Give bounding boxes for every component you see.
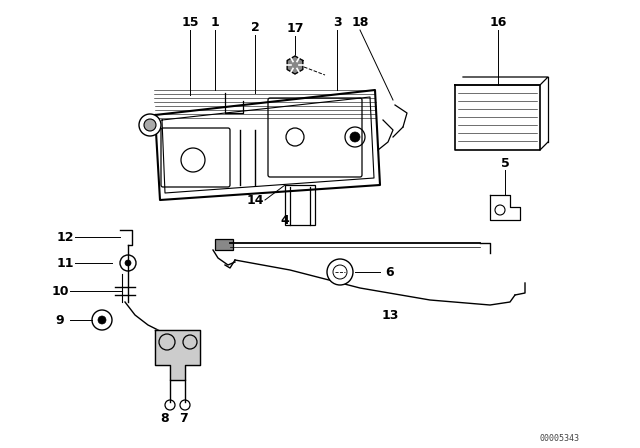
- Text: 9: 9: [56, 314, 64, 327]
- FancyBboxPatch shape: [161, 128, 230, 187]
- Circle shape: [144, 119, 156, 131]
- Text: 6: 6: [386, 266, 394, 279]
- Bar: [285, 185, 315, 225]
- Circle shape: [125, 260, 131, 266]
- Circle shape: [92, 310, 112, 330]
- Text: 15: 15: [181, 16, 199, 29]
- Text: 14: 14: [246, 194, 264, 207]
- Text: 3: 3: [333, 16, 341, 29]
- Bar: [215, 239, 233, 250]
- Text: 13: 13: [381, 309, 399, 322]
- Text: 11: 11: [56, 257, 74, 270]
- Text: 16: 16: [490, 16, 507, 29]
- Text: 1: 1: [211, 16, 220, 29]
- FancyBboxPatch shape: [268, 98, 362, 177]
- Text: 8: 8: [161, 412, 170, 425]
- Circle shape: [98, 316, 106, 324]
- Text: 12: 12: [56, 231, 74, 244]
- Text: 10: 10: [51, 284, 68, 297]
- Text: 5: 5: [500, 156, 509, 169]
- Text: 17: 17: [286, 22, 304, 34]
- Text: 4: 4: [280, 214, 289, 227]
- Circle shape: [350, 132, 360, 142]
- Text: 18: 18: [351, 16, 369, 29]
- Text: 2: 2: [251, 21, 259, 34]
- Circle shape: [139, 114, 161, 136]
- Polygon shape: [155, 330, 200, 380]
- Circle shape: [327, 259, 353, 285]
- Text: 7: 7: [179, 412, 188, 425]
- Text: 00005343: 00005343: [540, 434, 580, 443]
- Polygon shape: [287, 56, 303, 74]
